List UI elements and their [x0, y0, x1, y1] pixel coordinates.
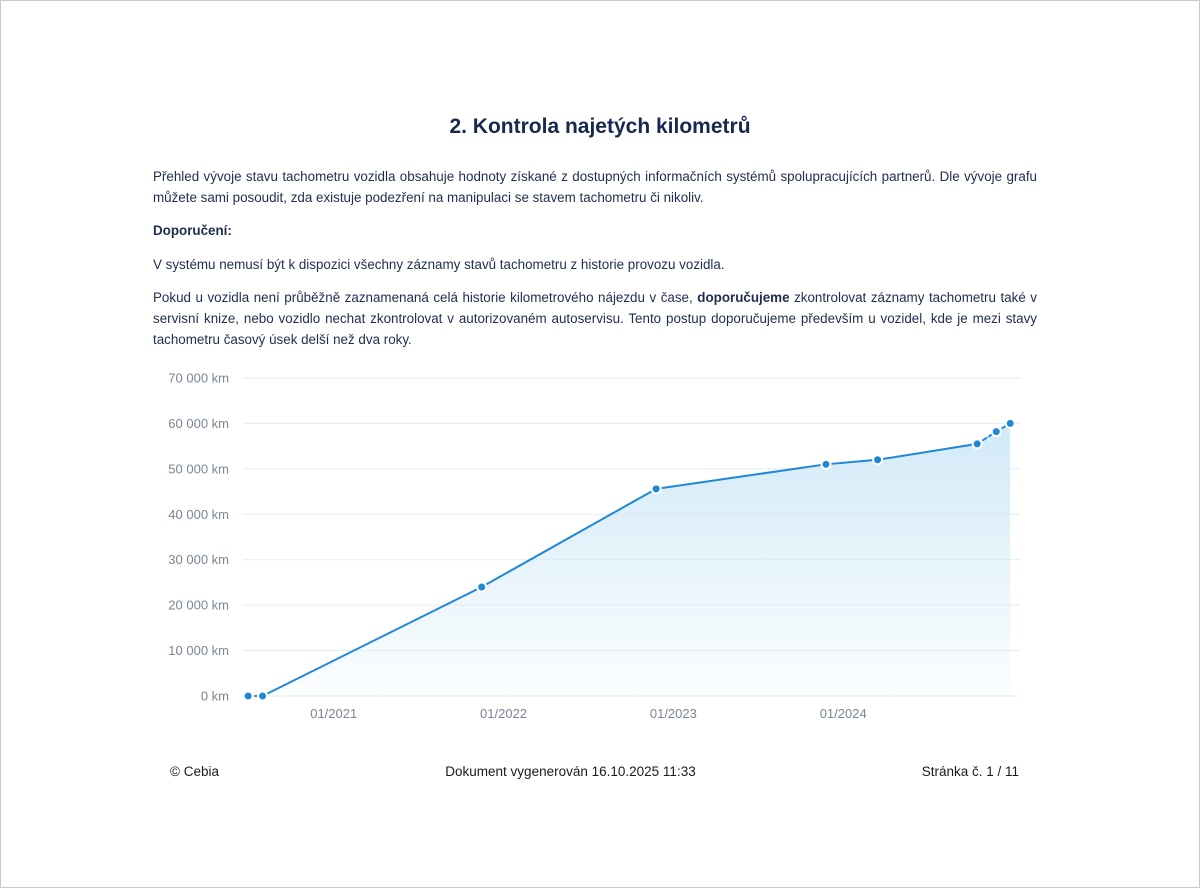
series-line-segment: [261, 585, 483, 697]
data-point: [990, 426, 1002, 438]
data-point: [242, 690, 254, 702]
footer-generated-date: Dokument vygenerován 16.10.2025 11:33: [445, 764, 696, 779]
data-point: [872, 454, 884, 466]
data-point: [476, 581, 488, 593]
series-line-segment: [480, 487, 658, 588]
y-tick-label: 0 km: [201, 689, 229, 704]
y-tick-label: 40 000 km: [168, 507, 229, 522]
x-tick-label: 01/2022: [480, 706, 527, 721]
y-tick-label: 70 000 km: [168, 371, 229, 386]
y-tick-label: 20 000 km: [168, 598, 229, 613]
intro-paragraph: Přehled vývoje stavu tachometru vozidla …: [153, 169, 1037, 205]
advice-paragraph: Pokud u vozidla není průběžně zaznamenan…: [153, 287, 1037, 350]
series-line-segment: [655, 463, 827, 490]
footer-page-number: Stránka č. 1 / 11: [921, 764, 1019, 779]
series-line-segment: [876, 442, 979, 461]
data-point: [971, 438, 983, 450]
x-tick-label: 01/2023: [650, 706, 697, 721]
y-tick-label: 50 000 km: [168, 461, 229, 476]
recommendation-heading: Doporučení:: [153, 223, 232, 238]
advice-emphasis: doporučujeme: [697, 290, 790, 305]
advice-text-start: Pokud u vozidla není průběžně zaznamenan…: [153, 290, 698, 305]
y-tick-label: 60 000 km: [168, 416, 229, 431]
area-fill: [248, 423, 1011, 696]
data-point: [257, 690, 269, 702]
y-tick-label: 30 000 km: [168, 552, 229, 567]
y-tick-label: 10 000 km: [168, 643, 229, 658]
note-paragraph: V systému nemusí být k dispozici všechny…: [153, 257, 725, 272]
advice-text-end: zkontrolovat záznamy tachometru také v s…: [153, 290, 1038, 347]
odometer-chart: 0 km 10 000 km 20 000 km 30 000 km 40 000 km…: [168, 371, 1020, 721]
x-tick-label: 01/2021: [310, 706, 357, 721]
data-point: [820, 458, 832, 470]
content: Přehled vývoje stavu tachometru vozidla …: [153, 166, 1037, 362]
data-point: [650, 483, 662, 495]
section-title: 2. Kontrola najetých kilometrů: [449, 115, 751, 138]
series-line-segment: [824, 458, 879, 466]
x-tick-label: 01/2024: [820, 706, 867, 721]
footer-copyright: © Cebia: [170, 764, 219, 779]
data-point: [1004, 417, 1016, 429]
